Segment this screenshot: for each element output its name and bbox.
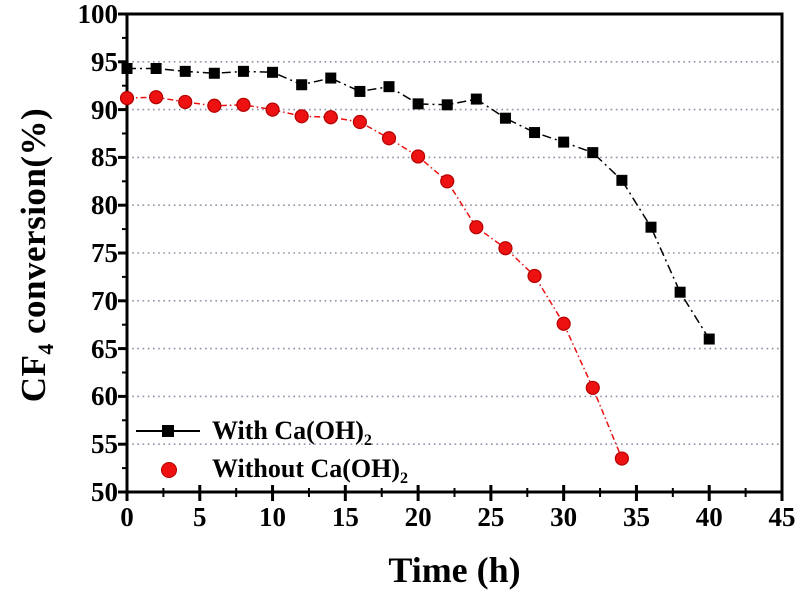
legend-swatch-black-square [136, 423, 200, 439]
x-tick-label: 0 [120, 502, 134, 532]
data-point-circle [149, 90, 164, 105]
plot-area [118, 12, 784, 501]
y-tick-label: 50 [91, 477, 118, 507]
x-tick-label: 30 [550, 502, 578, 532]
data-point-circle [178, 94, 193, 110]
data-point-square [645, 221, 657, 233]
data-point-square [208, 67, 220, 79]
data-point-square [296, 79, 308, 91]
x-tick-label: 10 [259, 502, 287, 532]
data-point-circle [411, 149, 426, 164]
data-point-circle [323, 110, 338, 125]
data-point-square [383, 81, 395, 93]
data-point-square [499, 112, 511, 124]
data-point-circle [556, 316, 571, 331]
data-point-square [325, 72, 337, 84]
y-tick-label: 90 [91, 94, 118, 125]
y-axis-title-rest: conversion(%) [14, 107, 53, 344]
y-axis-title-main: CF [14, 354, 53, 403]
legend-label-with-text: With Ca(OH) [212, 416, 364, 445]
data-point-circle [527, 268, 542, 284]
data-point-circle [294, 109, 309, 124]
x-tick-label: 35 [622, 502, 650, 532]
data-point-square [703, 333, 715, 345]
data-point-circle [585, 380, 600, 395]
legend-label-without-text: Without Ca(OH) [212, 454, 401, 483]
data-point-square [412, 98, 424, 110]
y-tick-label: 60 [91, 381, 118, 412]
plot-border [125, 12, 784, 494]
data-point-square [237, 65, 249, 77]
data-point-circle [352, 114, 367, 130]
data-point-square [354, 85, 366, 97]
legend-label-without-caoh2: Without Ca(OH)2 [212, 454, 409, 488]
legend: With Ca(OH)2 Without Ca(OH)2 [136, 412, 408, 488]
data-point-square [616, 174, 628, 186]
y-axis-title-subscript: 4 [34, 343, 58, 355]
y-tick-label: 55 [91, 429, 118, 460]
data-point-square [441, 99, 453, 111]
y-tick-label: 75 [91, 238, 118, 268]
legend-label-with-caoh2: With Ca(OH)2 [212, 416, 372, 450]
legend-square-marker-icon [162, 425, 174, 437]
y-axis-title: CF4 conversion(%) [12, 45, 58, 465]
legend-label-without-subscript: 2 [400, 470, 409, 488]
x-tick-label: 5 [193, 502, 207, 532]
x-axis-title-text: Time (h) [388, 550, 521, 590]
data-point-square [674, 286, 686, 298]
data-point-circle [236, 97, 251, 112]
data-point-square [558, 136, 570, 148]
data-point-circle [498, 241, 513, 256]
y-tick-label: 80 [91, 190, 118, 221]
x-tick-label: 20 [404, 502, 432, 532]
legend-item-with-caoh2: With Ca(OH)2 [136, 412, 408, 450]
y-tick-label: 100 [77, 0, 119, 29]
data-point-circle [440, 174, 455, 189]
legend-item-without-caoh2: Without Ca(OH)2 [136, 450, 408, 488]
legend-swatch-red-circle [136, 461, 200, 478]
data-point-circle [469, 220, 484, 235]
y-tick-label: 95 [91, 46, 118, 77]
data-point-square [121, 62, 133, 74]
data-point-square [529, 127, 541, 139]
data-point-square [587, 147, 599, 159]
x-axis-title: Time (h) [127, 548, 782, 592]
y-tick-label: 70 [91, 285, 118, 316]
y-tick-label: 65 [91, 333, 118, 364]
data-point-circle [119, 91, 135, 106]
data-point-square [470, 93, 482, 105]
y-tick-label: 85 [91, 142, 118, 173]
x-tick-label: 15 [331, 502, 359, 532]
legend-circle-marker-icon [161, 462, 177, 478]
data-point-square [179, 65, 191, 77]
x-tick-label: 25 [477, 502, 505, 532]
legend-label-with-subscript: 2 [363, 432, 372, 450]
series-line-circle [126, 96, 623, 459]
data-point-circle [265, 102, 280, 117]
x-tick-label: 40 [695, 502, 723, 532]
data-point-circle [614, 451, 629, 466]
data-point-circle [381, 131, 397, 146]
data-point-square [150, 62, 162, 74]
data-point-circle [207, 98, 222, 113]
x-tick-label: 45 [768, 502, 796, 532]
series-line-square [127, 67, 710, 340]
data-point-square [267, 66, 279, 78]
